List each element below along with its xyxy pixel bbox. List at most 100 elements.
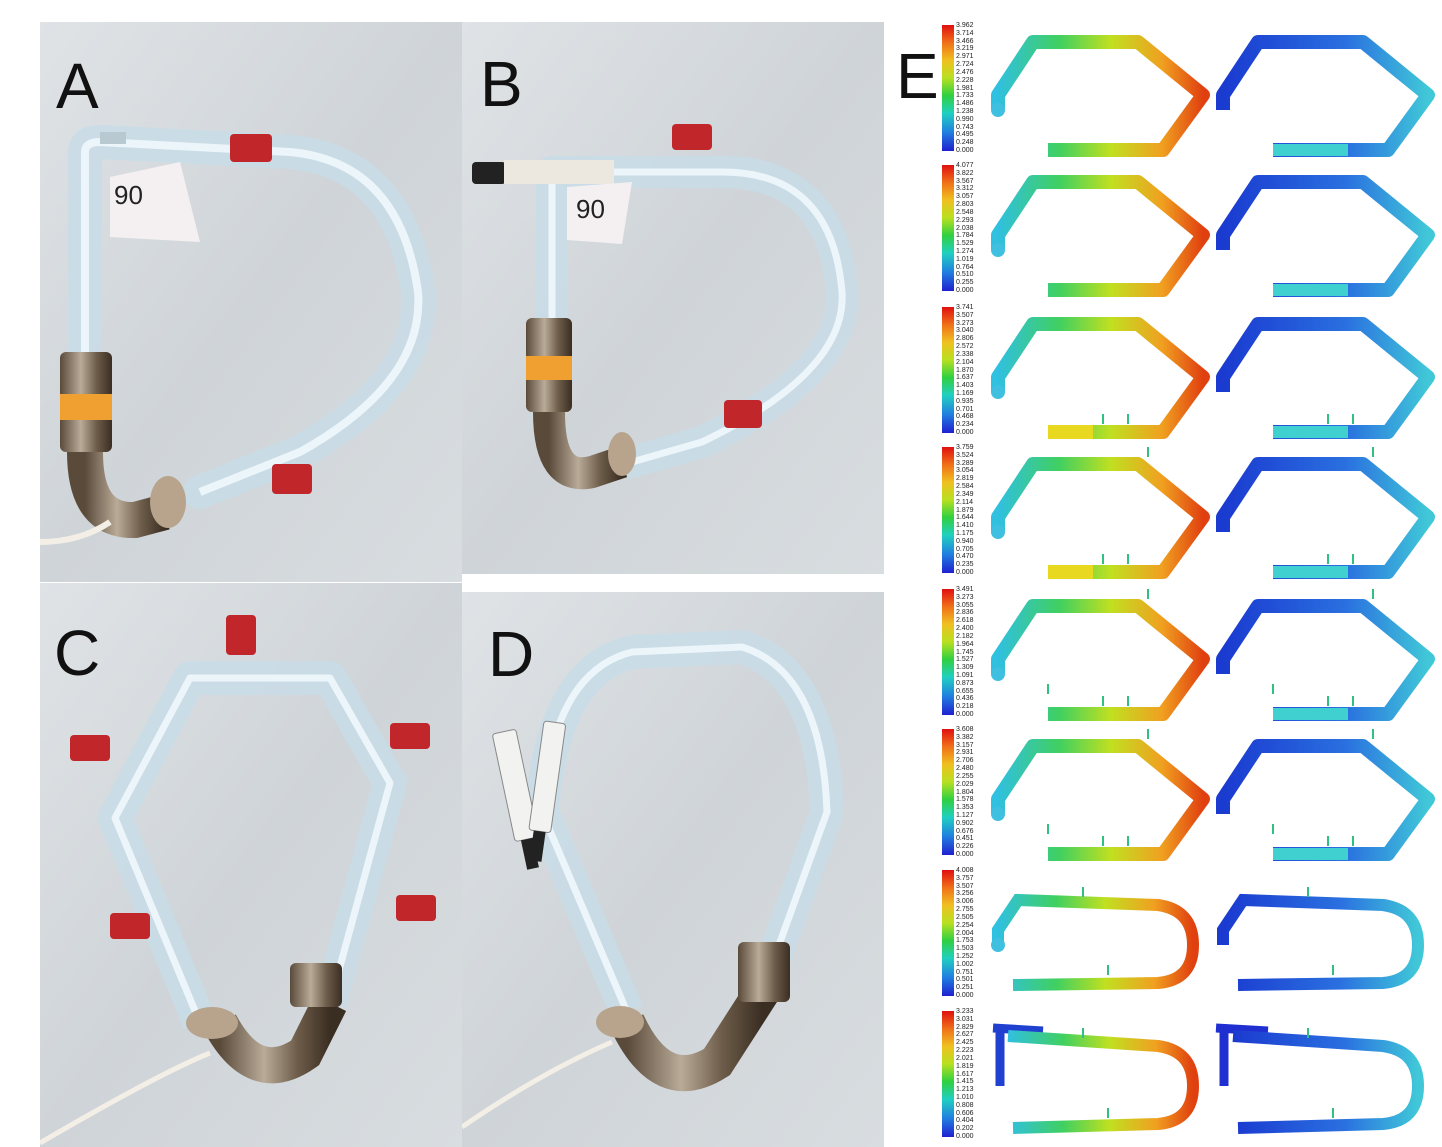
- tick-label: 2.505: [956, 913, 974, 921]
- tick-label: 0.000: [956, 1133, 974, 1140]
- tick-label: 0.000: [956, 711, 974, 718]
- tick-label: 2.572: [956, 343, 974, 351]
- tick-label: 2.819: [956, 475, 974, 483]
- tick-label: 0.705: [956, 545, 974, 553]
- tick-label: 1.804: [956, 788, 974, 796]
- angle-tag-b: 90: [576, 194, 605, 224]
- color-scale-ticks: 3.491 3.273 3.055 2.836 2.618 2.400 2.182 1.964…: [956, 586, 990, 718]
- color-scale-ticks: 3.608 3.382 3.157 2.931 2.706 2.480 2.255 2.029…: [956, 726, 990, 858]
- tick-label: 3.006: [956, 898, 974, 906]
- simulation-row: 4.077 3.822 3.567 3.312 3.057 2.803 2.548 2.293…: [938, 160, 1438, 298]
- tick-label: 2.004: [956, 929, 974, 937]
- tick-label: 3.507: [956, 311, 974, 319]
- tick-label: 0.000: [956, 851, 974, 858]
- tick-label: 3.233: [956, 1008, 974, 1015]
- tick-label: 2.228: [956, 76, 974, 84]
- tick-label: 1.169: [956, 389, 974, 397]
- tick-label: 2.803: [956, 201, 974, 209]
- panel-label-d: D: [488, 618, 535, 690]
- tick-label: 1.870: [956, 366, 974, 374]
- circuit-photo-c: [40, 583, 462, 1147]
- color-scale-bar: [942, 307, 954, 433]
- tick-label: 0.751: [956, 968, 974, 976]
- tick-label: 1.175: [956, 529, 974, 537]
- tick-label: 0.000: [956, 287, 974, 294]
- color-scale-ticks: 3.962 3.714 3.466 3.219 2.971 2.724 2.476 2.228…: [956, 22, 990, 154]
- tick-label: 2.254: [956, 921, 974, 929]
- tick-label: 1.964: [956, 640, 974, 648]
- panel-label-c: C: [54, 617, 101, 689]
- tick-label: 0.510: [956, 271, 974, 279]
- tick-label: 3.757: [956, 874, 974, 882]
- color-scale-ticks: 4.077 3.822 3.567 3.312 3.057 2.803 2.548 2.293…: [956, 162, 990, 294]
- tick-label: 2.349: [956, 490, 974, 498]
- flow-simulation-pair: [991, 729, 1435, 861]
- tick-label: 3.382: [956, 733, 974, 741]
- tick-label: 1.644: [956, 514, 974, 522]
- color-scale-bar: [942, 165, 954, 291]
- tick-label: 2.425: [956, 1039, 974, 1047]
- tick-label: 1.529: [956, 240, 974, 248]
- tick-label: 3.256: [956, 890, 974, 898]
- simulation-row: 3.962 3.714 3.466 3.219 2.971 2.724 2.476 2.228…: [938, 20, 1438, 158]
- tick-label: 2.548: [956, 208, 974, 216]
- tick-label: 3.273: [956, 593, 974, 601]
- tick-label: 2.724: [956, 61, 974, 69]
- tick-label: 1.753: [956, 937, 974, 945]
- tick-label: 0.000: [956, 992, 974, 999]
- tick-label: 3.054: [956, 467, 974, 475]
- tick-label: 1.617: [956, 1070, 974, 1078]
- tick-label: 0.255: [956, 279, 974, 287]
- tick-label: 2.104: [956, 358, 974, 366]
- tick-label: 3.031: [956, 1015, 974, 1023]
- tick-label: 1.252: [956, 952, 974, 960]
- tick-label: 0.808: [956, 1101, 974, 1109]
- tick-label: 0.000: [956, 429, 974, 436]
- tick-label: 0.234: [956, 421, 974, 429]
- tick-label: 2.829: [956, 1023, 974, 1031]
- tick-label: 3.273: [956, 319, 974, 327]
- tick-label: 3.822: [956, 169, 974, 177]
- tick-label: 0.218: [956, 703, 974, 711]
- tick-label: 3.466: [956, 37, 974, 45]
- tick-label: 0.436: [956, 695, 974, 703]
- tick-label: 3.040: [956, 327, 974, 335]
- tick-label: 0.902: [956, 819, 974, 827]
- color-scale-ticks: 3.759 3.524 3.289 3.054 2.819 2.584 2.349 2.114…: [956, 444, 990, 576]
- tick-label: 1.784: [956, 232, 974, 240]
- circuit-photo-a: [40, 22, 462, 582]
- tick-label: 3.714: [956, 29, 974, 37]
- color-scale-bar: [942, 25, 954, 151]
- tick-label: 2.255: [956, 772, 974, 780]
- tick-label: 1.503: [956, 945, 974, 953]
- simulation-row: 3.233 3.031 2.829 2.627 2.425 2.223 2.021 1.819…: [938, 1006, 1438, 1144]
- tick-label: 3.962: [956, 22, 974, 29]
- tick-label: 2.182: [956, 632, 974, 640]
- tick-label: 2.029: [956, 780, 974, 788]
- tick-label: 4.008: [956, 867, 974, 874]
- tick-label: 0.226: [956, 843, 974, 851]
- tick-label: 3.057: [956, 193, 974, 201]
- tick-label: 1.309: [956, 664, 974, 672]
- tick-label: 2.476: [956, 68, 974, 76]
- tick-label: 3.608: [956, 726, 974, 733]
- flow-simulation-pair: [991, 447, 1435, 579]
- color-scale-ticks: 3.233 3.031 2.829 2.627 2.425 2.223 2.021 1.819…: [956, 1008, 990, 1140]
- tick-label: 1.981: [956, 84, 974, 92]
- tick-label: 2.755: [956, 906, 974, 914]
- tick-label: 3.567: [956, 177, 974, 185]
- tick-label: 3.759: [956, 444, 974, 451]
- tick-label: 2.114: [956, 498, 973, 506]
- tick-label: 1.238: [956, 107, 974, 115]
- tick-label: 1.879: [956, 506, 974, 514]
- tick-label: 1.578: [956, 796, 974, 804]
- tick-label: 2.293: [956, 216, 974, 224]
- tick-label: 0.764: [956, 263, 974, 271]
- tick-label: 3.524: [956, 451, 974, 459]
- tick-label: 0.451: [956, 835, 974, 843]
- tick-label: 1.819: [956, 1062, 974, 1070]
- tick-label: 0.495: [956, 131, 974, 139]
- simulation-row: 3.491 3.273 3.055 2.836 2.618 2.400 2.182 1.964…: [938, 584, 1438, 722]
- color-scale-ticks: 4.008 3.757 3.507 3.256 3.006 2.755 2.505 2.254…: [956, 867, 990, 999]
- tick-label: 2.806: [956, 335, 974, 343]
